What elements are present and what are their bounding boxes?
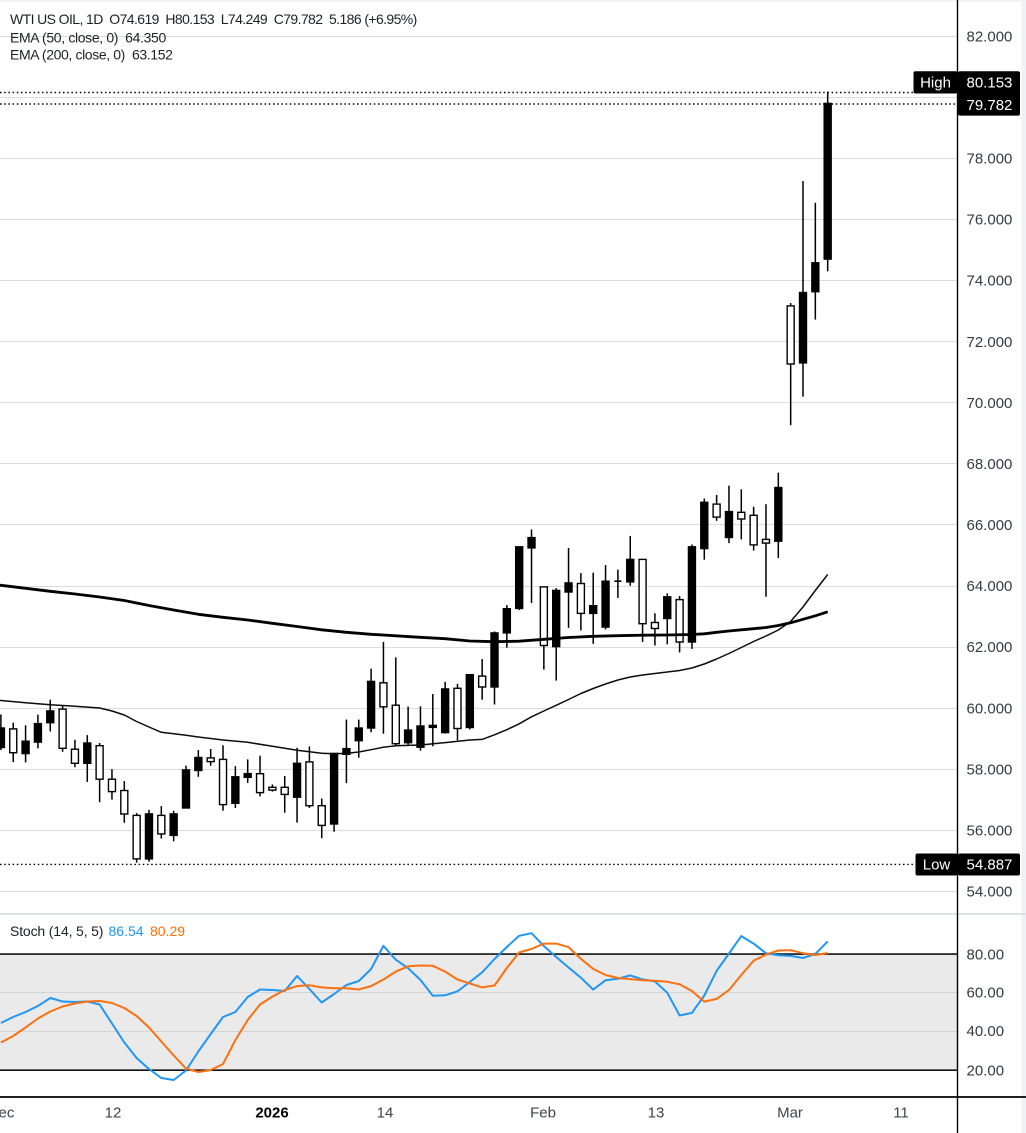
svg-text:Feb: Feb	[530, 1104, 556, 1121]
svg-text:Mar: Mar	[777, 1104, 803, 1121]
svg-text:66.000: 66.000	[967, 517, 1013, 534]
svg-text:11: 11	[893, 1104, 909, 1121]
svg-text:64.000: 64.000	[967, 578, 1013, 595]
svg-text:70.000: 70.000	[967, 395, 1013, 412]
svg-text:60.00: 60.00	[967, 985, 1005, 1002]
svg-text:54.887: 54.887	[967, 857, 1013, 874]
svg-text:80.153: 80.153	[967, 75, 1013, 92]
svg-text:60.000: 60.000	[967, 700, 1013, 717]
svg-text:74.000: 74.000	[967, 273, 1013, 290]
svg-text:40.00: 40.00	[967, 1023, 1005, 1040]
svg-text:High: High	[920, 75, 951, 92]
svg-text:20.00: 20.00	[967, 1062, 1005, 1079]
svg-text:72.000: 72.000	[967, 334, 1013, 351]
svg-text:62.000: 62.000	[967, 639, 1013, 656]
svg-text:Low: Low	[923, 857, 951, 874]
svg-text:86.54: 86.54	[109, 923, 144, 939]
svg-text:Stoch (14, 5, 5): Stoch (14, 5, 5)	[10, 923, 103, 939]
svg-text:Dec: Dec	[0, 1104, 15, 1121]
svg-text:EMA (50, close, 0) 64.350: EMA (50, close, 0) 64.350	[10, 30, 166, 46]
svg-text:54.000: 54.000	[967, 884, 1013, 901]
svg-text:58.000: 58.000	[967, 761, 1013, 778]
svg-text:EMA (200, close, 0) 63.152: EMA (200, close, 0) 63.152	[10, 47, 173, 63]
svg-text:12: 12	[105, 1104, 122, 1121]
svg-text:79.782: 79.782	[967, 97, 1013, 114]
svg-text:78.000: 78.000	[967, 151, 1013, 168]
svg-text:56.000: 56.000	[967, 823, 1013, 840]
svg-text:2026: 2026	[255, 1104, 288, 1121]
svg-text:80.29: 80.29	[150, 923, 185, 939]
svg-text:WTI US OIL, 1D O74.619 H80.1: WTI US OIL, 1D O74.619 H80.153 L74.249 C…	[10, 11, 417, 27]
svg-text:76.000: 76.000	[967, 212, 1013, 229]
svg-text:13: 13	[648, 1104, 665, 1121]
svg-text:14: 14	[377, 1104, 394, 1121]
svg-text:80.00: 80.00	[967, 946, 1005, 963]
svg-text:68.000: 68.000	[967, 456, 1013, 473]
svg-text:82.000: 82.000	[967, 28, 1013, 45]
